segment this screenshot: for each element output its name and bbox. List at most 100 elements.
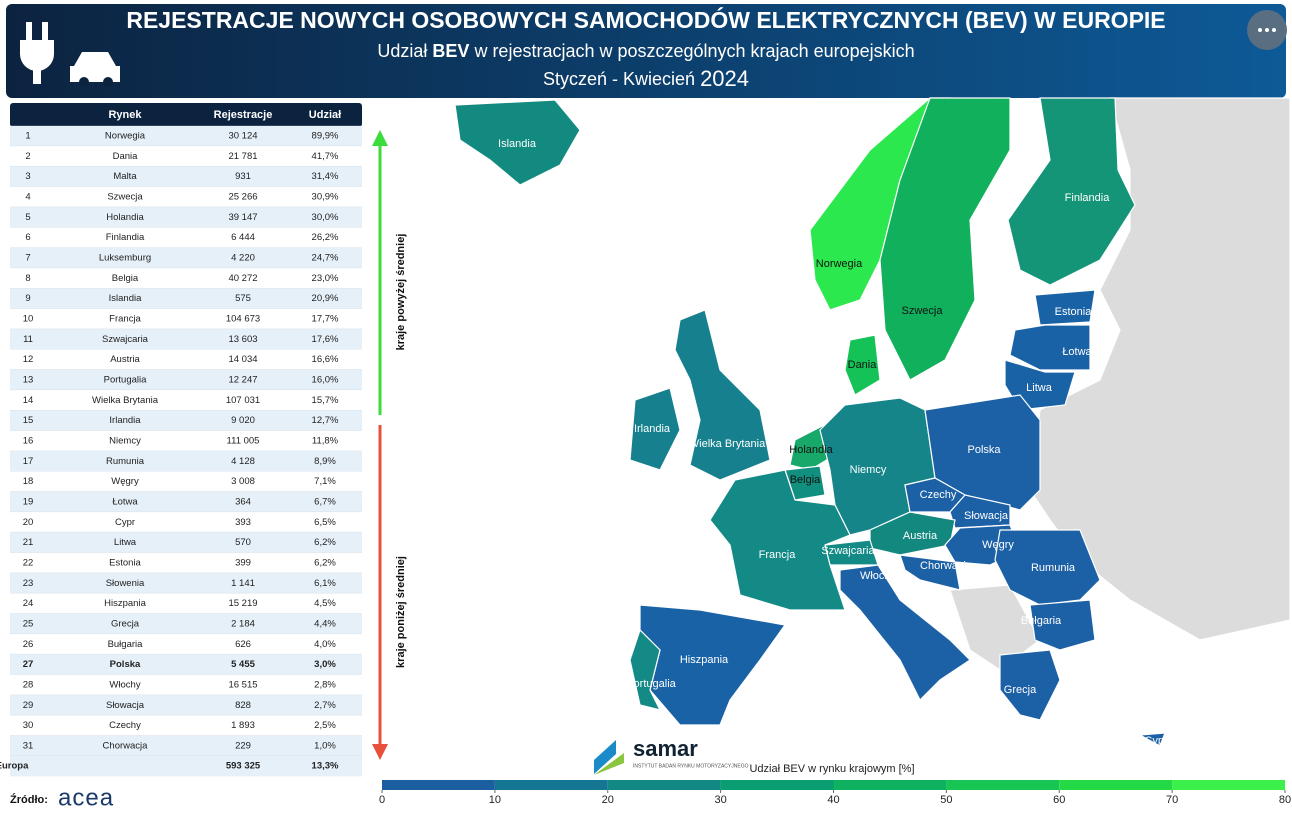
legend-segment	[720, 780, 834, 790]
cell: 8,9%	[314, 456, 336, 467]
cell: Wielka Brytania	[92, 395, 159, 406]
country-label: Norwegia	[816, 258, 863, 270]
legend-tick-label: 70	[1166, 794, 1178, 806]
cell: 364	[235, 496, 251, 507]
cell: Litwa	[114, 537, 137, 548]
cell: Włochy	[109, 679, 140, 690]
cell: Łotwa	[112, 496, 138, 507]
total-cell: 593 325	[226, 761, 261, 772]
row-bg	[10, 268, 362, 289]
cell: 17,6%	[312, 334, 339, 345]
cell: 11	[23, 334, 33, 345]
table-header-bg	[10, 103, 362, 127]
country	[899, 554, 961, 591]
cell: 21	[23, 537, 34, 548]
legend-segment	[833, 780, 947, 790]
country-label: Finlandia	[1065, 192, 1111, 204]
cell: 16 515	[228, 679, 257, 690]
country-label: Niemcy	[850, 464, 887, 476]
row-bg	[10, 491, 362, 513]
logo: samar INSTYTUT BADAŃ RYNKU MOTORYZACYJNE…	[594, 736, 749, 775]
total-cell: 13,3%	[312, 761, 339, 772]
cell: Niemcy	[109, 435, 141, 446]
cell: Szwecja	[107, 192, 143, 203]
arrow-label: kraje poniżej średniej	[395, 556, 407, 668]
legend-title: Udział BEV w rynku krajowym [%]	[749, 763, 914, 775]
country-label: Węgry	[982, 539, 1014, 551]
cell: 23,0%	[312, 273, 339, 284]
country	[839, 564, 971, 702]
cell: 15	[23, 415, 34, 426]
column-header: Udział	[309, 109, 341, 121]
cell: 7,1%	[314, 476, 336, 487]
country	[1137, 732, 1166, 747]
cell: 229	[235, 740, 251, 751]
cell: 30,0%	[312, 212, 339, 223]
cell: 17	[23, 456, 34, 467]
country	[1034, 289, 1096, 326]
cell: 16	[23, 435, 34, 446]
cell: 30	[23, 720, 34, 731]
cell: 6,5%	[314, 517, 336, 528]
cell: Malta	[113, 171, 137, 182]
cell: 2,5%	[314, 720, 336, 731]
period-year: 2024	[700, 66, 749, 91]
country	[999, 649, 1061, 721]
cell: 14	[23, 395, 34, 406]
cell: 6,2%	[314, 537, 336, 548]
cell: 14 034	[228, 354, 257, 365]
cell: Polska	[110, 659, 141, 670]
cell: 104 673	[226, 313, 260, 324]
legend-tick-label: 80	[1279, 794, 1291, 806]
country	[1029, 599, 1096, 651]
country-label: Cypr	[1144, 735, 1168, 747]
cell: Irlandia	[109, 415, 141, 426]
cell: 6,2%	[314, 557, 336, 568]
cell: 10	[23, 313, 34, 324]
cell: 25	[23, 618, 34, 629]
cell: 26,2%	[312, 232, 339, 243]
cell: 4,0%	[314, 639, 336, 650]
cell: 12	[23, 354, 34, 365]
cell: 21 781	[228, 151, 257, 162]
cell: 20,9%	[312, 293, 339, 304]
subtitle-text: Udział	[377, 41, 427, 61]
logo-tagline: INSTYTUT BADAŃ RYNKU MOTORYZACYJNEGO	[633, 762, 749, 769]
legend-segment	[946, 780, 1060, 790]
menu-button[interactable]	[1247, 10, 1287, 50]
country-label: Rumunia	[1031, 562, 1076, 574]
cell: 1 141	[231, 578, 255, 589]
cell: Szwajcaria	[102, 334, 149, 345]
cell: 13	[23, 374, 34, 385]
cell: 4 220	[231, 252, 255, 263]
legend-tick-label: 10	[489, 794, 501, 806]
legend-segment	[1059, 780, 1173, 790]
country-label: Dania	[848, 359, 878, 371]
cell: 28	[23, 679, 34, 690]
cell: 5 455	[231, 659, 255, 670]
row-bg	[10, 369, 362, 391]
row-bg	[10, 308, 362, 330]
legend-segment	[1172, 780, 1285, 790]
row-bg	[10, 390, 362, 411]
column-header: Rejestracje	[214, 109, 273, 121]
legend-tick-label: 60	[1053, 794, 1065, 806]
cell: Estonia	[109, 557, 141, 568]
legend-segment	[607, 780, 721, 790]
legend-segment	[494, 780, 608, 790]
cell: Holandia	[106, 212, 144, 223]
legend-tick-label: 30	[715, 794, 727, 806]
cell: 399	[235, 557, 251, 568]
period: Styczeń - Kwiecień 2024	[543, 66, 749, 91]
cell: Bułgaria	[108, 639, 144, 650]
country	[629, 628, 662, 711]
row-bg	[10, 674, 362, 696]
cell: Austria	[110, 354, 140, 365]
row-bg	[10, 247, 362, 269]
cell: 89,9%	[312, 131, 339, 142]
cell: 29	[23, 700, 34, 711]
cell: 6,7%	[314, 496, 336, 507]
legend-tick-label: 40	[827, 794, 839, 806]
cell: Słowacja	[106, 700, 145, 711]
